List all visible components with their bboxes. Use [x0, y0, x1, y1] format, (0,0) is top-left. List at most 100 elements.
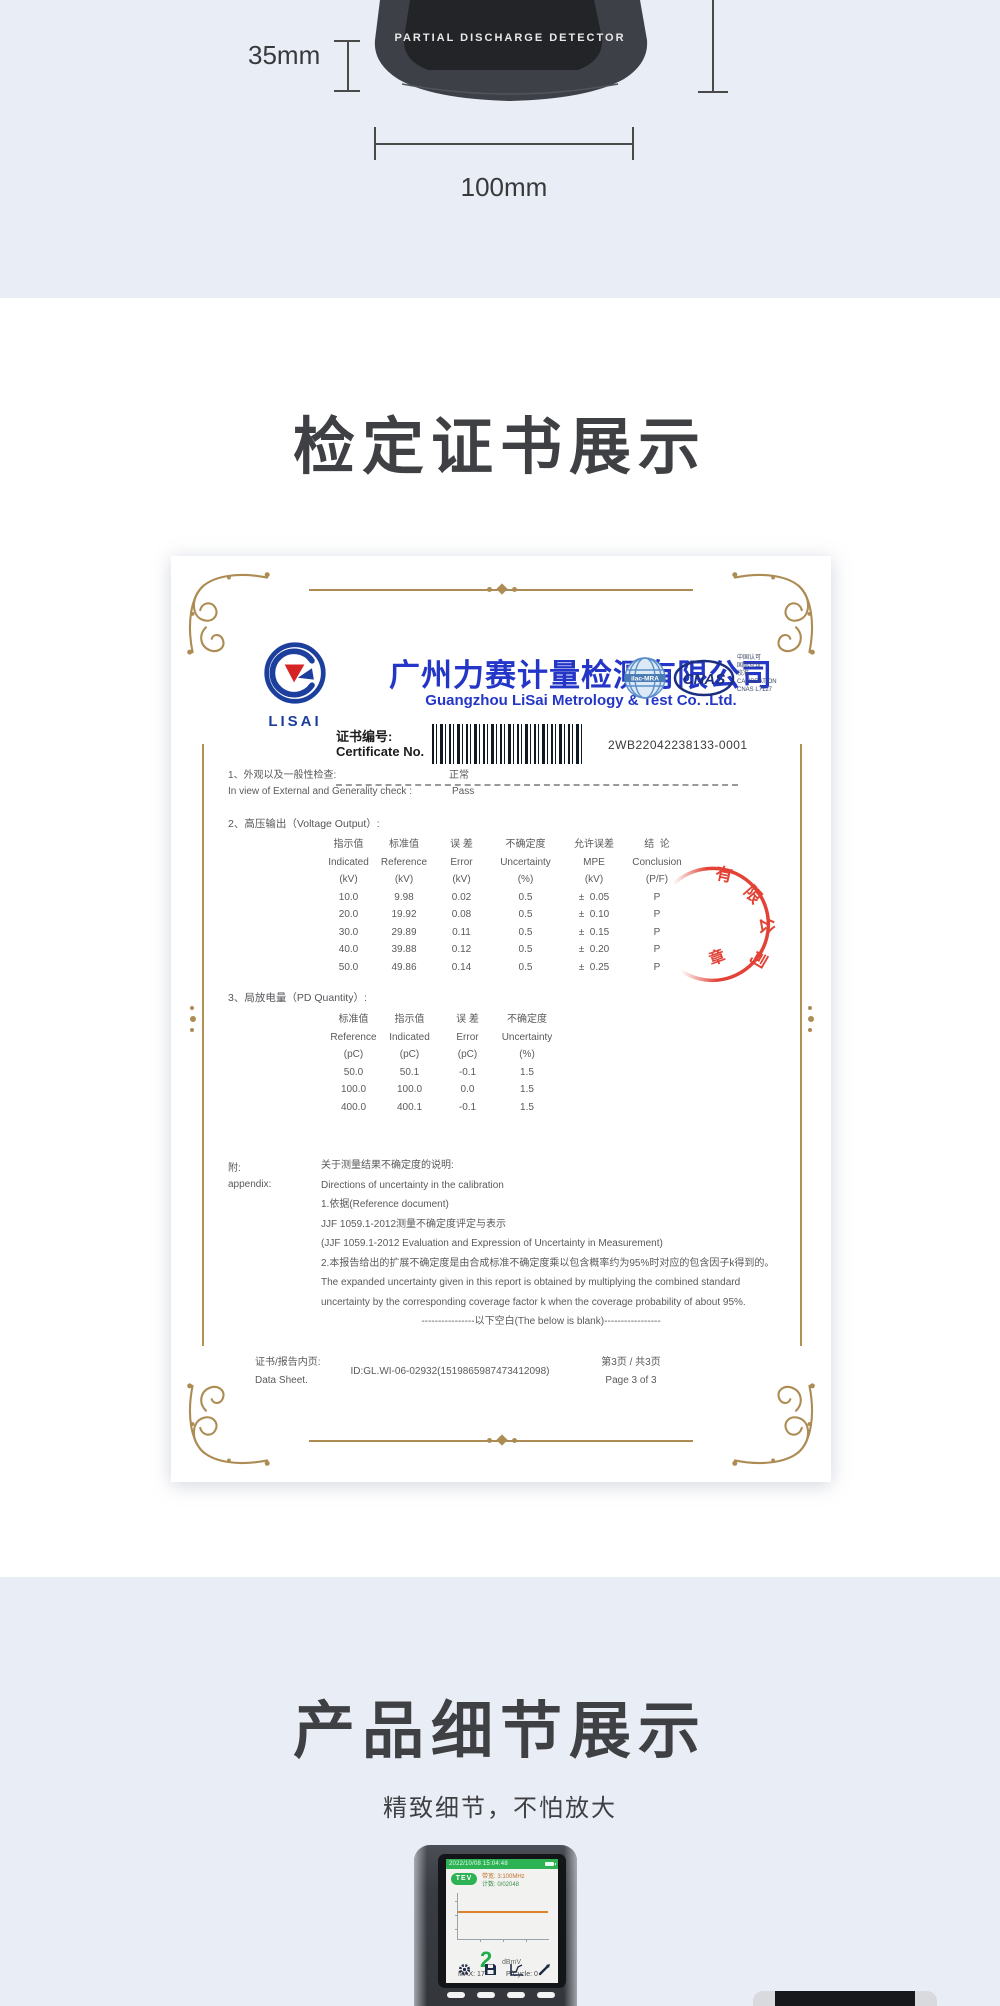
footer-page-cn: 第3页 / 共3页 [601, 1357, 661, 1368]
membrane-button[interactable] [477, 1992, 495, 1998]
x-tick [526, 1939, 527, 1942]
max-readout: MAX: 17 [458, 1971, 485, 1978]
detector-top-partial-image [753, 1991, 937, 2006]
table-cell: ± 0.10 [578, 909, 610, 920]
table-cell: ± 0.25 [578, 961, 610, 973]
table-cell: 0.02 [451, 891, 472, 903]
cert-no-label-en: Certificate No. [336, 744, 425, 759]
table-cell: 结 论 [644, 839, 670, 850]
acc-line: CALIBRATION [737, 679, 777, 685]
company-seal-stamp: 有 限 公 司 章 [654, 863, 777, 983]
table-cell: 标准值 [389, 839, 419, 850]
stamp-char: 章 [706, 946, 728, 969]
appendix-label-cn: 附: [228, 1163, 241, 1174]
corner-flourish-icon [187, 572, 270, 655]
table-cell: 400.0 [340, 1101, 367, 1113]
edge-dot [190, 1006, 194, 1010]
acc-line: 校准 [737, 671, 750, 677]
edge-dot [190, 1028, 194, 1032]
table-cell: 0.5 [518, 891, 533, 903]
table-cell: (pC) [399, 1049, 420, 1060]
waveform-chart-icon [510, 1964, 523, 1976]
cnas-logo: CNAS [673, 659, 735, 697]
table-cell: 50.0 [343, 1066, 364, 1078]
table-cell: (%) [519, 1049, 535, 1060]
line-dot [512, 587, 517, 592]
edge-dot [808, 1006, 812, 1010]
stamp-char: 公 [756, 916, 777, 935]
table-cell: 20.0 [338, 909, 359, 920]
size-diagram-section: PARTIAL DISCHARGE DETECTOR 35mm 100mm [0, 0, 1000, 298]
table-cell: (P/F) [645, 874, 669, 885]
table-cell: 误 差 [456, 1014, 479, 1025]
footer-left: 证书/报告内页: Data Sheet. [255, 1354, 321, 1390]
table-cell: 9.98 [394, 891, 414, 903]
acc-line: CNAS L7127 [737, 687, 773, 693]
footer-page: 第3页 / 共3页 Page 3 of 3 [583, 1354, 679, 1390]
height-dimension-label: 35mm [248, 40, 321, 70]
table-cell: 19.92 [391, 909, 417, 920]
signal-trace [458, 1911, 548, 1913]
table-cell: (pC) [343, 1049, 364, 1060]
table-cell: Reference [380, 856, 428, 868]
table-cell: (kV) [394, 874, 414, 885]
voltage-table: 指示值 标准值 误 差 不确定度 允许误差 结 论 Indicated Reference Er… [321, 836, 686, 976]
cert-no-label-cn: 证书编号: [336, 729, 393, 744]
table-cell: 400.1 [396, 1101, 423, 1113]
membrane-button[interactable] [537, 1992, 555, 1998]
svg-text:ilac-MRA: ilac-MRA [631, 676, 659, 683]
device-screen: 2022/10/08 15:04:48 TEV 带宽: 3:100MHz 计数:… [446, 1859, 558, 1983]
check-item-cn: 1、外观以及一般性检查: [228, 770, 337, 781]
footer-left-cn: 证书/报告内页: [255, 1357, 321, 1368]
table-cell: 0.14 [451, 961, 472, 973]
table-cell: 1.5 [520, 1066, 534, 1078]
table-cell: P [653, 961, 661, 973]
svg-text:CNAS: CNAS [683, 671, 726, 688]
table-cell: 100.0 [396, 1084, 423, 1095]
edge-dot [808, 1016, 814, 1022]
table-cell: Error [450, 856, 473, 868]
border-line-left [202, 744, 204, 1346]
appendix-text: 关于测量结果不确定度的说明: Directions of uncertainty … [321, 1156, 791, 1312]
table-cell: 误 差 [450, 839, 473, 850]
table-cell: P [653, 944, 661, 955]
mode-badge: TEV [451, 1873, 477, 1885]
check-item-en: In view of External and Generality check… [228, 786, 412, 797]
reading-unit: dBmV [502, 1959, 522, 1966]
table-cell: 1.5 [520, 1084, 534, 1095]
table-cell: Uncertainty [500, 856, 551, 868]
details-section-title: 产品细节展示 [292, 1697, 707, 1766]
footer-id: ID:GL.WI-06-02932(1519865987473412098) [350, 1366, 550, 1377]
check-result-cn: 正常 [449, 770, 469, 781]
table-cell: Uncertainty [501, 1031, 553, 1043]
border-line-right [800, 744, 802, 1346]
x-tick [480, 1939, 481, 1942]
membrane-button[interactable] [447, 1992, 465, 1998]
dim-tick [698, 91, 728, 93]
line-dot [487, 1438, 492, 1443]
table-cell: 不确定度 [505, 839, 546, 850]
appendix-line: JJF 1059.1-2012测量不确定度评定与表示 [321, 1218, 507, 1230]
table-cell: ± 0.15 [578, 926, 610, 938]
table-cell: 0.5 [518, 944, 533, 955]
stamp-char: 有 [714, 863, 735, 886]
table-cell: 0.0 [460, 1084, 475, 1095]
pd-table: 标准值 指示值 误 差 不确定度 Reference Indicated Error Unce… [326, 1011, 557, 1116]
line-diamond [496, 1434, 508, 1446]
table-cell: 40.0 [338, 944, 359, 955]
y-tick [455, 1915, 458, 1916]
dim-tick [334, 90, 360, 92]
table-cell: (pC) [457, 1049, 478, 1060]
settings-gear-icon [459, 1964, 470, 1975]
edge-dot [808, 1028, 812, 1032]
table-cell: 指示值 [333, 839, 364, 850]
table-cell: 0.12 [451, 944, 472, 955]
chart-y-axis [457, 1893, 458, 1939]
table-cell: Indicated [389, 1031, 430, 1043]
appendix-line: 1.依据(Reference document) [321, 1199, 449, 1210]
screen-info-line2: 计数: 0/02048 [482, 1882, 520, 1888]
table-cell: -0.1 [458, 1101, 477, 1113]
appendix-line: 2.本报告给出的扩展不确定度是由合成标准不确定度乘以包含概率约为95%时对应的包… [321, 1257, 775, 1269]
membrane-button[interactable] [507, 1992, 525, 1998]
